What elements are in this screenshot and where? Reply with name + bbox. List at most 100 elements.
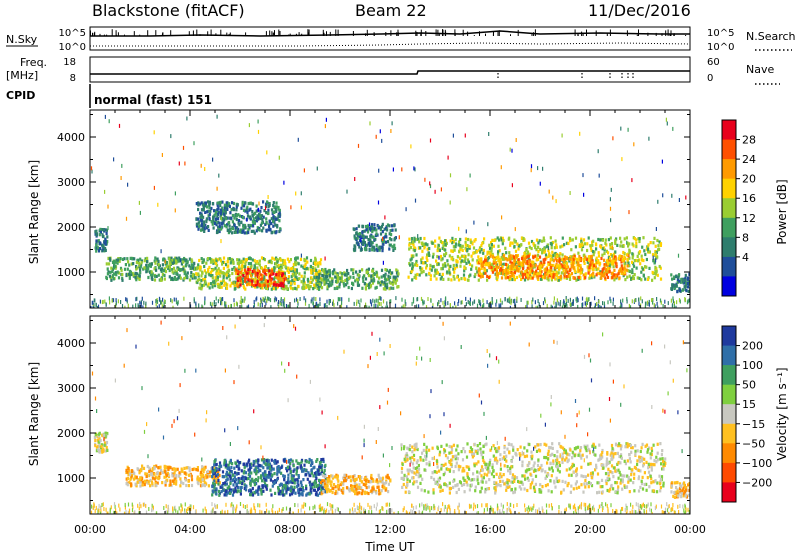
ground-scatter-cell: [369, 505, 371, 510]
ground-scatter-cell: [488, 303, 490, 308]
ground-scatter-cell: [536, 509, 539, 514]
ground-scatter-cell: [662, 304, 664, 308]
range-cell: [274, 287, 277, 291]
speckle-cell: [193, 141, 195, 146]
ground-scatter-cell: [458, 509, 460, 514]
range-cell: [234, 228, 237, 232]
ground-scatter-cell: [411, 503, 413, 508]
ground-scatter-cell: [326, 299, 328, 304]
range-cell: [407, 275, 410, 279]
range-cell: [279, 263, 282, 267]
range-cell: [419, 236, 422, 241]
range-cell: [366, 224, 370, 228]
range-cell: [437, 244, 440, 248]
range-cell: [343, 271, 346, 275]
ground-scatter-cell: [569, 505, 571, 510]
ground-scatter-cell: [143, 300, 145, 305]
ground-scatter-cell: [433, 503, 435, 508]
range-cell: [463, 266, 466, 270]
range-cell: [383, 281, 386, 285]
ground-scatter-cell: [271, 508, 273, 513]
range-cell: [284, 265, 287, 269]
ground-scatter-cell: [481, 503, 483, 508]
range-cell: [569, 267, 572, 271]
range-cell: [623, 256, 626, 261]
range-cell: [573, 261, 576, 265]
range-cell: [105, 276, 108, 281]
range-cell: [486, 274, 489, 278]
range-cell: [218, 285, 221, 289]
ground-scatter-cell: [425, 305, 428, 308]
range-cell: [547, 278, 550, 282]
range-cell: [379, 232, 383, 236]
range-cell: [196, 466, 199, 470]
range-cell: [554, 251, 557, 256]
range-cell: [95, 249, 98, 253]
ground-scatter-cell: [524, 508, 526, 513]
range-cell: [243, 204, 246, 208]
range-cell: [126, 483, 129, 487]
range-cell: [645, 247, 648, 251]
range-cell: [132, 262, 135, 266]
range-cell: [559, 245, 562, 249]
range-cell: [646, 245, 649, 249]
range-cell: [435, 277, 438, 281]
ground-scatter-cell: [315, 301, 317, 306]
range-cell: [318, 273, 321, 277]
range-cell: [274, 217, 277, 221]
speckle-cell: [325, 117, 327, 122]
ground-scatter-cell: [118, 503, 120, 508]
ground-scatter-cell: [526, 507, 528, 512]
ground-scatter-cell: [216, 504, 218, 509]
range-cell: [393, 236, 396, 241]
range-cell: [526, 268, 529, 273]
range-cell: [228, 202, 231, 206]
range-cell: [157, 263, 160, 267]
range-cell: [229, 284, 232, 288]
range-cell: [523, 259, 526, 263]
range-cell: [516, 242, 519, 246]
range-cell: [520, 236, 524, 240]
range-cell: [362, 238, 365, 242]
ground-scatter-cell: [621, 303, 623, 308]
ground-scatter-cell: [663, 510, 665, 514]
range-cell: [223, 212, 226, 216]
range-cell: [325, 277, 328, 281]
ground-scatter-cell: [607, 300, 609, 305]
range-cell: [309, 264, 312, 269]
range-cell: [222, 266, 225, 270]
ground-scatter-cell: [612, 509, 614, 513]
ground-scatter-cell: [297, 301, 299, 306]
range-cell: [466, 249, 469, 253]
range-cell: [489, 254, 492, 258]
ground-scatter-cell: [684, 505, 686, 510]
speckle-cell: [153, 130, 155, 135]
range-cell: [547, 254, 550, 258]
ground-scatter-cell: [278, 300, 280, 304]
range-cell: [611, 275, 614, 279]
range-cell: [602, 246, 606, 250]
range-cell: [686, 277, 690, 281]
range-cell: [605, 261, 608, 265]
range-cell: [328, 280, 331, 284]
range-cell: [377, 247, 380, 251]
range-cell: [557, 271, 560, 275]
ground-scatter-cell: [115, 301, 117, 306]
ground-scatter-cell: [498, 303, 500, 308]
range-cell: [260, 256, 264, 260]
ground-scatter-cell: [304, 510, 306, 514]
ground-scatter-cell: [449, 510, 451, 514]
range-cell: [627, 261, 630, 265]
range-cell: [563, 272, 566, 276]
range-cell: [305, 266, 308, 270]
range-cell: [408, 247, 411, 251]
range-cell: [319, 269, 322, 274]
range-cell: [144, 257, 147, 261]
range-cell: [104, 248, 107, 252]
range-cell: [153, 278, 157, 282]
range-cell: [356, 281, 359, 285]
ground-scatter-cell: [230, 304, 232, 308]
range-cell: [326, 287, 329, 291]
range-cell: [353, 227, 356, 232]
range-cell: [107, 270, 110, 274]
